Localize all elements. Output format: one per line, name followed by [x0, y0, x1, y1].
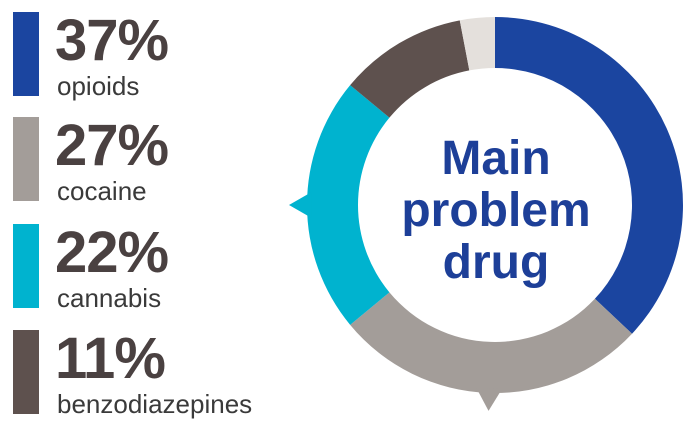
donut-slice-cannabis: [306, 85, 390, 325]
center-title-line-1: Main: [441, 132, 551, 185]
legend-value-benzodiazepines: 11%: [55, 326, 166, 391]
legend-label-benzodiazepines: benzodiazepines: [57, 389, 253, 419]
legend-swatch-cannabis: [13, 224, 39, 308]
legend-value-cocaine: 27%: [55, 113, 169, 178]
legend-label-cocaine: cocaine: [57, 176, 147, 206]
legend-value-opioids: 37%: [55, 8, 169, 73]
donut-slice-other: [459, 17, 495, 71]
legend-swatch-cocaine: [13, 117, 39, 201]
legend-swatch-opioids: [13, 12, 39, 96]
donut-pointer-cannabis: [289, 192, 312, 218]
chart-center-title: Main problem drug: [380, 133, 612, 289]
legend-label-cannabis: cannabis: [57, 283, 162, 313]
donut-slice-cocaine: [350, 292, 633, 393]
legend-label-opioids: opioids: [57, 71, 140, 101]
donut-slice-benzodiazepines: [350, 20, 470, 118]
center-title-line-2: problem: [401, 184, 591, 237]
center-title-line-3: drug: [442, 236, 550, 289]
donut-pointer-cocaine: [476, 388, 503, 411]
legend-swatch-benzodiazepines: [13, 330, 39, 414]
legend-value-cannabis: 22%: [55, 220, 169, 285]
donut-slice-opioids: [495, 17, 683, 334]
